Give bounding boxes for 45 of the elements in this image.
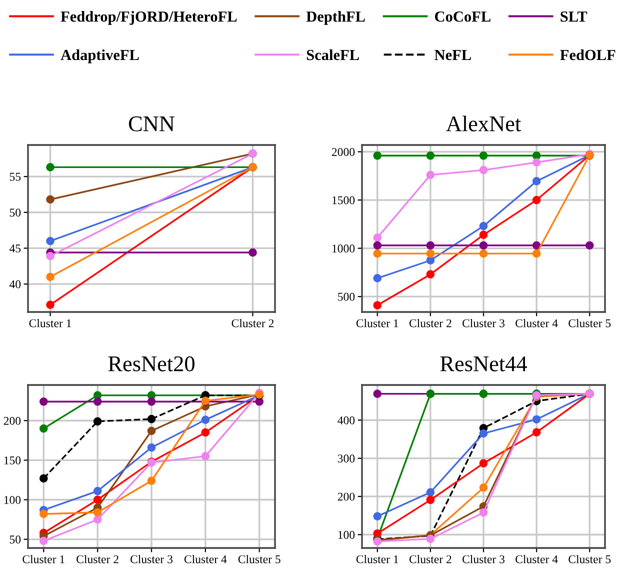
legend-label: DepthFL <box>306 10 365 25</box>
y-tick-label: 2000 <box>332 148 355 156</box>
y-tick-label: 150 <box>4 456 21 464</box>
x-tick-label: Cluster 5 <box>568 554 611 564</box>
x-tick-label: Cluster 5 <box>238 554 280 564</box>
x-tick-label: Cluster 3 <box>462 318 505 328</box>
y-tick-label: 45 <box>9 244 21 252</box>
legend-label: FedOLF <box>560 49 616 60</box>
y-tick-label: 200 <box>4 416 21 425</box>
y-tick-label: 40 <box>9 280 21 288</box>
y-tick-label: 1500 <box>332 196 355 204</box>
y-tick-label: 200 <box>338 492 355 501</box>
x-tick-label: Cluster 2 <box>76 554 118 564</box>
legend-label: AdaptiveFL <box>60 49 139 64</box>
y-tick-label: 500 <box>338 292 355 301</box>
x-tick-label: Cluster 4 <box>516 318 558 328</box>
x-tick-label: Cluster 1 <box>29 318 72 328</box>
y-tick-label: 50 <box>10 536 21 544</box>
x-tick-label: Cluster 4 <box>184 554 227 564</box>
chart-title: CNN <box>128 116 174 132</box>
chart-title: ResNet20 <box>108 356 194 372</box>
x-tick-label: Cluster 2 <box>409 318 452 328</box>
legend-label: CoCoFL <box>435 11 490 22</box>
x-tick-label: Cluster 5 <box>568 318 611 328</box>
x-tick-label: Cluster 1 <box>356 554 398 564</box>
x-tick-label: Cluster 1 <box>356 318 398 328</box>
y-tick-label: 300 <box>338 454 355 463</box>
legend-label: NeFL <box>434 50 471 60</box>
y-tick-label: 50 <box>10 208 21 217</box>
y-tick-label: 55 <box>10 172 21 181</box>
y-tick-label: 1000 <box>332 244 355 252</box>
y-tick-label: 100 <box>338 530 355 539</box>
y-tick-label: 400 <box>338 416 355 424</box>
x-tick-label: Cluster 3 <box>462 554 505 564</box>
chart-title: AlexNet <box>446 116 522 132</box>
x-tick-label: Cluster 2 <box>232 318 274 328</box>
chart-title: ResNet44 <box>440 356 527 372</box>
legend-label: SLT <box>560 11 588 22</box>
legend-label: ScaleFL <box>306 49 359 60</box>
x-tick-label: Cluster 1 <box>22 554 64 564</box>
x-tick-label: Cluster 4 <box>516 554 558 564</box>
legend-label: Feddrop/FjORD/HeteroFL <box>60 10 237 25</box>
x-tick-label: Cluster 2 <box>409 554 452 564</box>
x-tick-label: Cluster 3 <box>130 554 173 564</box>
y-tick-label: 100 <box>4 496 21 504</box>
